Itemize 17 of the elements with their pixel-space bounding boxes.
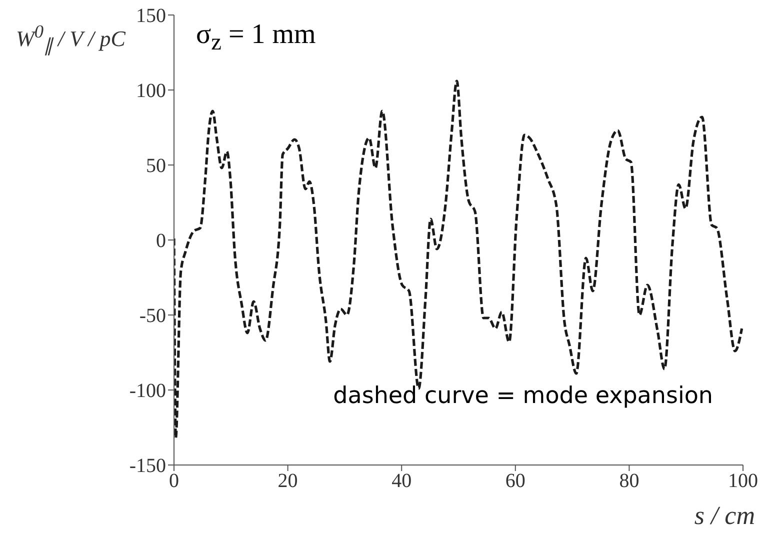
x-tick-label: 20 xyxy=(278,470,298,492)
x-tick-label: 60 xyxy=(505,470,526,492)
x-tick-label: 100 xyxy=(728,470,758,492)
annotation: dashed curve = mode expansion xyxy=(333,383,713,409)
annotation: σ$_{z}$ = 1 mm xyxy=(196,19,316,56)
x-tick-label: 80 xyxy=(619,470,640,492)
y-tick-label: 0 xyxy=(156,230,166,252)
y-tick-label: 50 xyxy=(146,155,166,178)
x-axis-title: s / cm xyxy=(694,501,755,530)
y-tick-label: -100 xyxy=(129,380,166,402)
x-tick-label: 40 xyxy=(392,470,412,492)
y-tick-label: -150 xyxy=(129,455,166,478)
y-tick-label: -50 xyxy=(139,305,166,328)
y-axis-title: W$^{0}$$_{∥}$ / V / pC xyxy=(16,22,126,56)
y-tick-label: 150 xyxy=(136,5,166,28)
line-series xyxy=(174,80,743,440)
y-tick-label: 100 xyxy=(136,80,166,102)
